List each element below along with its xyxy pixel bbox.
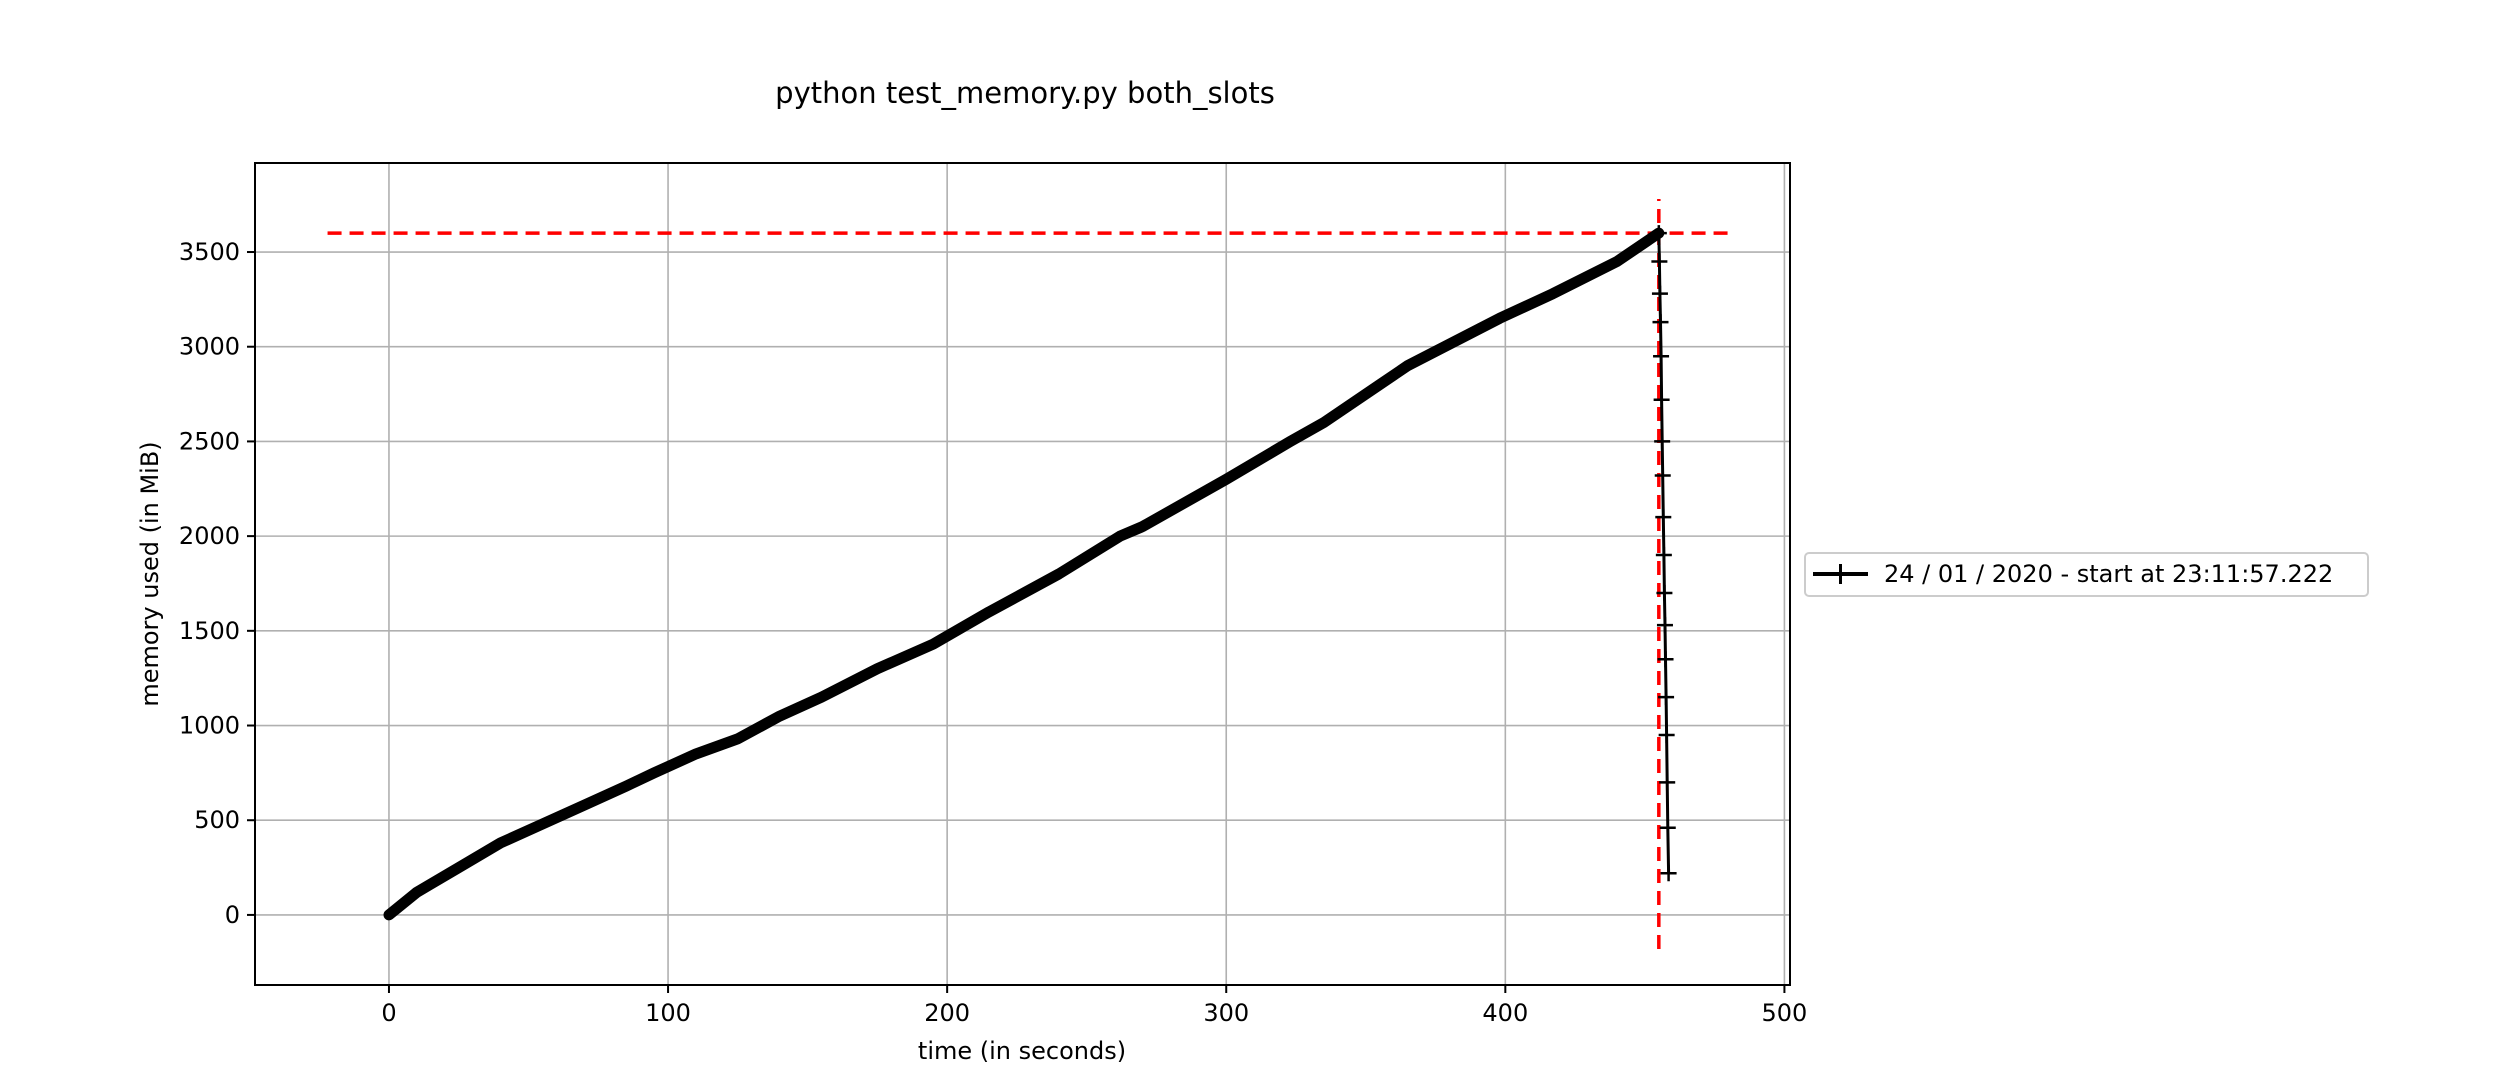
x-tick-label: 200: [924, 999, 970, 1027]
y-tick-label: 3500: [179, 238, 240, 266]
data-point-marker: [1654, 467, 1671, 484]
data-point-marker: [1650, 225, 1667, 242]
y-tick-label: 500: [194, 806, 240, 834]
data-point-marker: [1652, 314, 1669, 331]
legend-series-label: 24 / 01 / 2020 - start at 23:11:57.222: [1884, 560, 2333, 588]
y-axis-label: memory used (in MiB): [136, 441, 164, 706]
data-point-marker: [1651, 285, 1668, 302]
data-point-marker: [1656, 617, 1673, 634]
data-point-marker: [1660, 865, 1677, 882]
x-tick-label: 400: [1482, 999, 1528, 1027]
x-tick-label: 300: [1203, 999, 1249, 1027]
data-point-marker: [1658, 689, 1675, 706]
data-point-marker: [1654, 433, 1671, 450]
data-point-marker: [1658, 726, 1675, 743]
data-point-marker: [1659, 774, 1676, 791]
data-point-marker: [1651, 253, 1668, 270]
x-tick-label: 100: [645, 999, 691, 1027]
data-point-marker: [1655, 547, 1672, 564]
legend-frame: [1804, 552, 2369, 597]
y-tick-label: 2500: [179, 427, 240, 455]
legend: 24 / 01 / 2020 - start at 23:11:57.222: [1804, 552, 2369, 597]
reference-lines: [327, 198, 1729, 950]
data-point-marker: [1655, 509, 1672, 526]
y-tick-label: 0: [225, 901, 240, 929]
y-tick-label: 3000: [179, 333, 240, 361]
data-point-marker: [1653, 348, 1670, 365]
chart-title: python test_memory.py both_slots: [775, 76, 1275, 110]
data-point-marker: [1657, 651, 1674, 668]
data-point-marker: [1653, 391, 1670, 408]
plot-frame: [254, 162, 1791, 986]
x-tick-label: 500: [1762, 999, 1808, 1027]
data-point-marker: [1659, 819, 1676, 836]
series-layer: [383, 225, 1677, 921]
y-tick-label: 1500: [179, 617, 240, 645]
y-tick-label: 2000: [179, 522, 240, 550]
x-axis-label: time (in seconds): [918, 1037, 1126, 1065]
series-line-growth: [383, 227, 1665, 921]
axis-ticks: 0 100 200 300 400 500 0 500 1000 1500 2000 2500 3000…: [179, 238, 1807, 1027]
x-tick-label: 0: [381, 999, 396, 1027]
y-tick-label: 1000: [179, 712, 240, 740]
grid-lines: [255, 163, 1790, 985]
data-point-marker: [1656, 584, 1673, 601]
